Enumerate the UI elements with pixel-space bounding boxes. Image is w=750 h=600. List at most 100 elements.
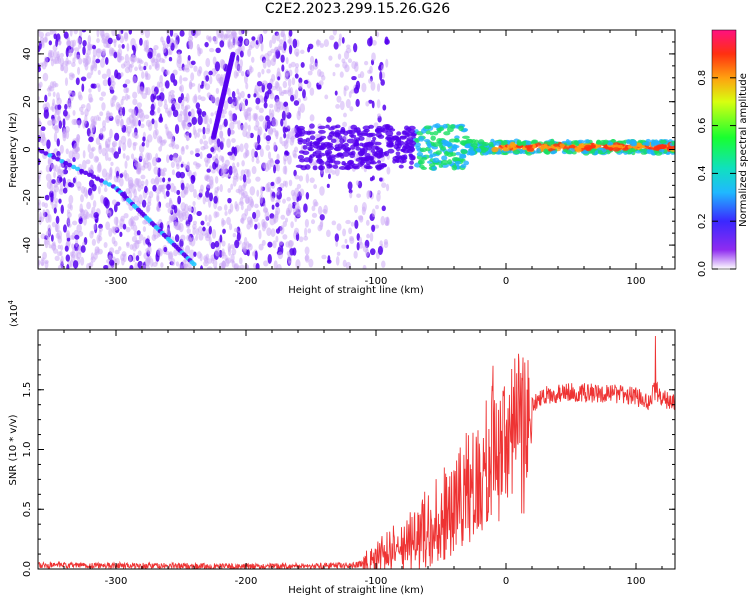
- colorbar-tick-label: 0.4: [697, 165, 708, 181]
- spectral-blob: [102, 79, 109, 87]
- carrier-blob: [516, 142, 523, 147]
- spectral-blob: [326, 259, 332, 264]
- carrier-blob: [404, 132, 410, 138]
- spectral-blob: [192, 200, 196, 207]
- colorbar-tick-label: 0.8: [697, 70, 708, 86]
- spectral-blob: [138, 63, 142, 70]
- spectral-blob: [260, 185, 264, 196]
- spectral-blob: [52, 98, 56, 107]
- spectral-blob: [261, 162, 267, 169]
- spectral-blob: [342, 121, 348, 128]
- spectral-blob: [329, 35, 335, 41]
- spectral-blob: [64, 182, 69, 190]
- spectral-blob: [41, 201, 46, 207]
- spectral-blob: [185, 115, 191, 123]
- spectral-blob: [122, 106, 126, 117]
- spectral-blob: [312, 62, 319, 70]
- spectral-blob: [183, 64, 190, 71]
- spectral-blob: [276, 153, 280, 161]
- spectral-blob: [71, 243, 75, 249]
- spectral-blob: [180, 163, 184, 168]
- spectral-blob: [184, 245, 191, 255]
- spectral-blob: [145, 119, 152, 127]
- spectral-blob: [255, 263, 260, 269]
- spectral-blob: [220, 137, 225, 143]
- spectral-blob: [129, 182, 135, 188]
- spectral-blob: [213, 258, 218, 269]
- carrier-blob: [404, 125, 410, 131]
- spectral-blob: [265, 135, 272, 142]
- spectral-blob: [55, 222, 60, 233]
- spectral-blob: [298, 175, 304, 182]
- spectral-blob: [142, 136, 146, 142]
- spectral-blob: [220, 114, 226, 119]
- spectral-blob: [73, 30, 79, 35]
- spectral-blob: [85, 159, 91, 165]
- spectral-blob: [156, 195, 160, 203]
- spectral-blob: [350, 89, 355, 94]
- spectral-blob: [60, 255, 64, 266]
- spectral-blob: [238, 30, 243, 36]
- spectral-blob: [266, 68, 271, 74]
- spectral-blob: [294, 73, 299, 79]
- spectral-blob: [176, 189, 181, 196]
- spectral-blob: [324, 167, 329, 174]
- spectral-blob: [99, 128, 103, 136]
- spectral-blob: [217, 206, 223, 211]
- spectral-blob: [286, 209, 292, 216]
- spectral-blob: [115, 216, 119, 226]
- spectral-blob: [82, 40, 87, 47]
- spectral-blob: [376, 83, 381, 92]
- spectral-blob: [241, 160, 245, 167]
- carrier-blob: [654, 139, 659, 145]
- x-tick-label: -100: [365, 276, 388, 287]
- spectral-blob: [278, 86, 283, 96]
- spectral-blob: [53, 171, 56, 179]
- spectral-blob: [105, 172, 110, 182]
- spectral-blob: [163, 246, 168, 253]
- spectral-blob: [51, 244, 57, 250]
- spectral-blob: [111, 236, 116, 245]
- spectral-blob: [103, 264, 109, 269]
- spectral-blob: [166, 227, 171, 238]
- spectral-blob: [47, 159, 52, 167]
- spectral-blob: [145, 45, 150, 53]
- spectral-blob: [311, 205, 316, 212]
- spectral-blob: [349, 106, 354, 112]
- spectral-blob: [382, 104, 387, 111]
- spectral-blob: [192, 223, 197, 230]
- spectral-blob: [65, 148, 69, 155]
- spectral-blob: [58, 198, 62, 204]
- spectral-blob: [270, 181, 275, 187]
- spectral-blob: [144, 72, 149, 81]
- spectral-blob: [143, 61, 149, 68]
- spectral-blob: [198, 188, 204, 194]
- carrier-blob: [334, 144, 340, 149]
- spectral-blob: [309, 63, 313, 70]
- spectral-blob: [173, 32, 179, 38]
- spectral-blob: [174, 234, 180, 243]
- spectral-blob: [132, 252, 136, 263]
- spectral-blob: [258, 107, 264, 114]
- spectral-blob: [125, 155, 130, 161]
- spectral-blob: [204, 114, 209, 125]
- spectral-blob: [271, 118, 277, 127]
- x-tick-label: 100: [626, 276, 645, 287]
- spectral-blob: [224, 204, 228, 211]
- spectral-blob: [357, 215, 364, 221]
- spectral-blob: [280, 30, 286, 38]
- spectral-blob: [307, 70, 313, 76]
- spectral-blob: [162, 59, 166, 64]
- spectral-blob: [192, 95, 198, 104]
- spectral-blob: [308, 258, 314, 268]
- spectral-blob: [138, 109, 144, 119]
- spectral-blob: [257, 126, 263, 136]
- spectral-blob: [258, 243, 264, 251]
- carrier-blob: [553, 143, 559, 147]
- spectral-blob: [373, 122, 379, 128]
- spectral-blob: [309, 55, 315, 65]
- spectral-blob: [239, 264, 245, 269]
- carrier-blob: [563, 148, 568, 153]
- spectral-blob: [80, 245, 86, 253]
- carrier-blob: [346, 160, 354, 165]
